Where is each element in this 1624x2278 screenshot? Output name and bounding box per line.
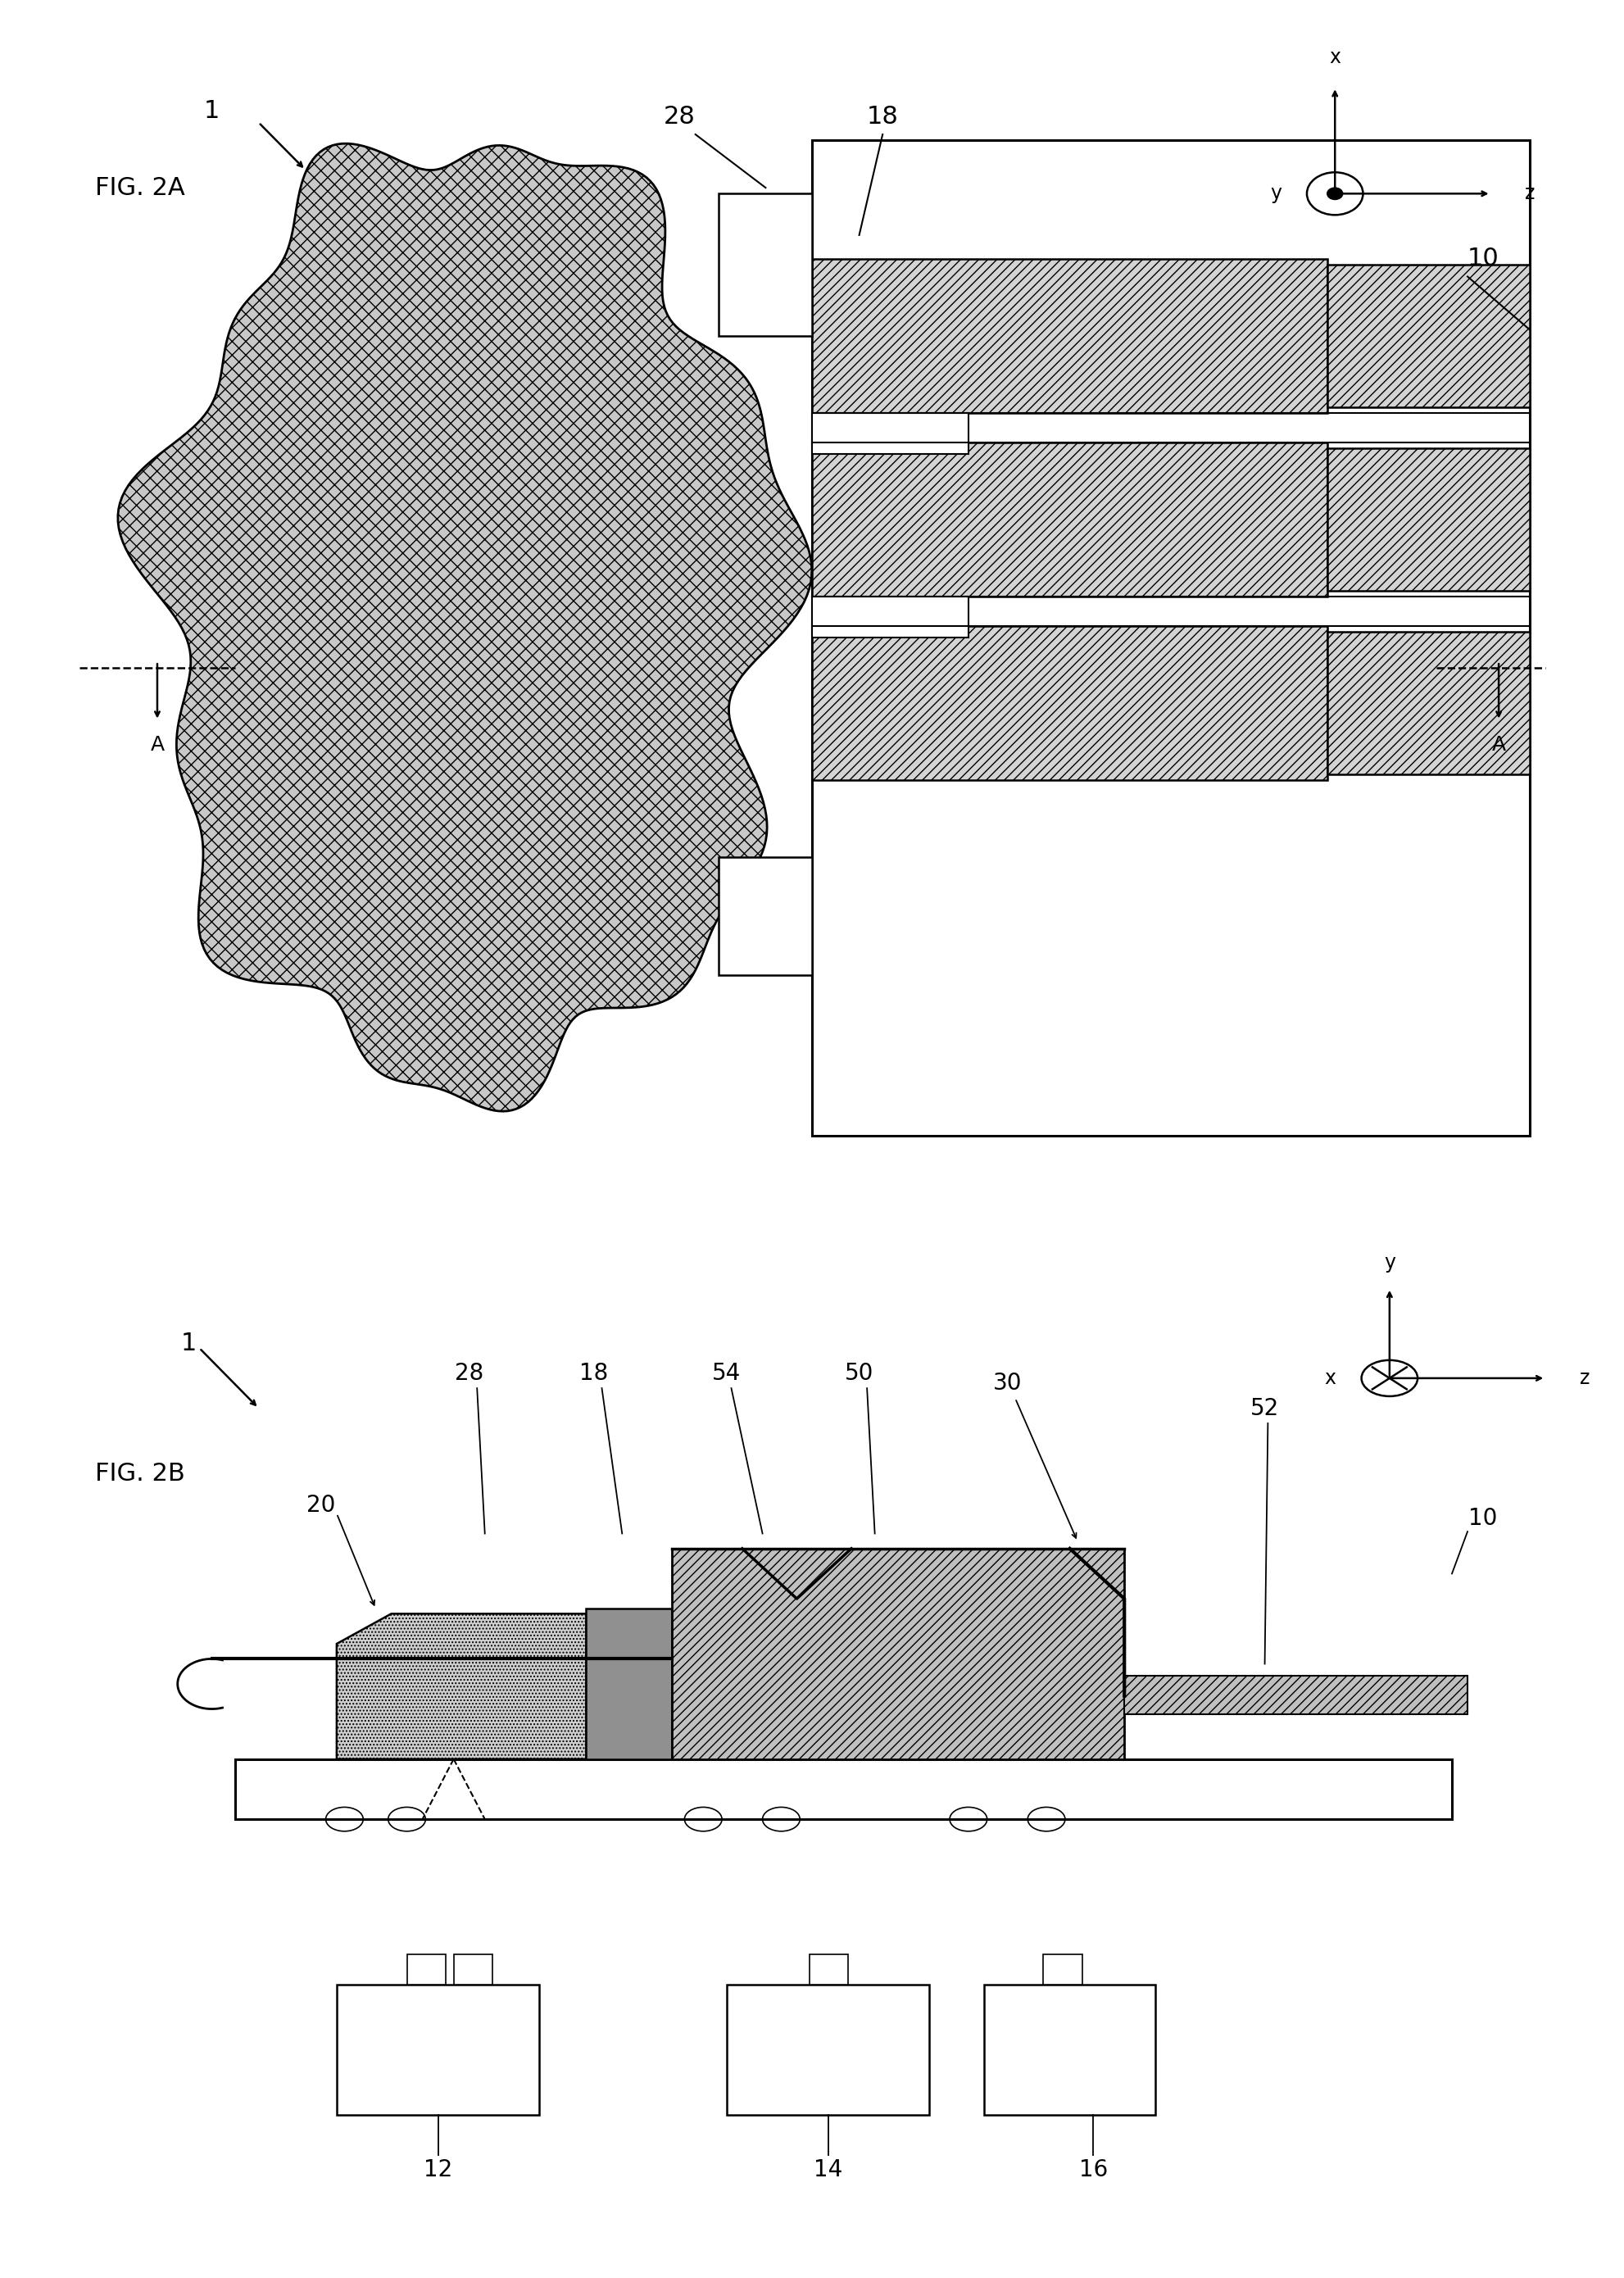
Bar [812, 260, 1327, 412]
Text: 12: 12 [424, 2160, 451, 2182]
Bar [235, 1759, 1452, 1820]
Text: 18: 18 [866, 105, 898, 128]
Text: 20: 20 [307, 1494, 336, 1517]
Text: y: y [1270, 185, 1281, 203]
Text: y: y [1384, 1253, 1395, 1273]
Text: z: z [1523, 185, 1535, 203]
Bar [453, 1955, 492, 1984]
Bar [812, 597, 968, 638]
Bar [672, 1549, 1124, 1759]
Text: 30: 30 [992, 1371, 1021, 1394]
Bar [718, 857, 812, 975]
Bar [809, 1955, 848, 1984]
Bar [812, 442, 1327, 597]
Bar [1327, 631, 1530, 775]
Text: z: z [1579, 1369, 1588, 1387]
Text: 1: 1 [180, 1330, 197, 1355]
Bar [336, 1984, 539, 2114]
Text: 16: 16 [1078, 2160, 1108, 2182]
Text: 50: 50 [844, 1362, 874, 1385]
Text: 52: 52 [1250, 1396, 1278, 1419]
Text: FIG. 2B: FIG. 2B [94, 1462, 185, 1485]
Bar [1327, 449, 1530, 590]
Bar [718, 194, 812, 335]
Text: FIG. 2A: FIG. 2A [94, 175, 185, 200]
Text: x: x [1328, 48, 1340, 68]
Bar [1124, 1677, 1466, 1713]
Bar [1327, 264, 1530, 408]
Circle shape [1327, 187, 1341, 200]
Text: 10: 10 [1468, 1508, 1497, 1531]
Text: 10: 10 [1466, 246, 1499, 271]
Bar [1043, 1955, 1082, 1984]
Bar [726, 1984, 929, 2114]
Text: A: A [1491, 734, 1505, 754]
Bar [812, 626, 1327, 779]
Polygon shape [119, 144, 812, 1112]
Text: x: x [1324, 1369, 1335, 1387]
Bar [812, 141, 1530, 1134]
Text: 1: 1 [205, 98, 219, 123]
Text: 18: 18 [580, 1362, 607, 1385]
Bar [406, 1955, 445, 1984]
Text: A: A [149, 734, 164, 754]
Bar [984, 1984, 1155, 2114]
Text: 14: 14 [814, 2160, 841, 2182]
Text: 28: 28 [664, 105, 695, 128]
Text: 28: 28 [455, 1362, 484, 1385]
Polygon shape [336, 1613, 586, 1759]
Bar [586, 1608, 672, 1759]
Text: 54: 54 [711, 1362, 741, 1385]
Bar [812, 412, 968, 453]
